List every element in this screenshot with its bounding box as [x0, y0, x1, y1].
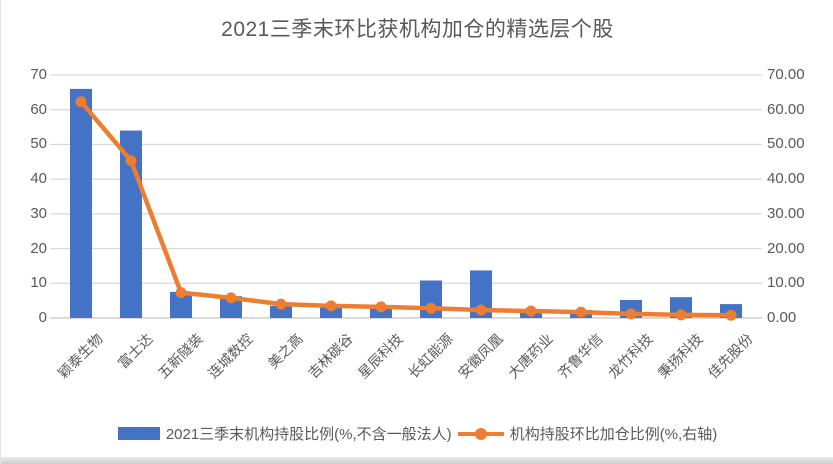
- bar-吉林碳谷: [320, 306, 342, 318]
- line-series-legend-label: 机构持股环比加仓比例(%,右轴): [509, 426, 718, 443]
- line-point-富士达: [125, 155, 137, 167]
- line-series: [79, 100, 732, 318]
- left-axis-tick: 20: [30, 239, 47, 257]
- legend: 2021三季末机构持股比例(%,不含一般法人) 机构持股环比加仓比例(%,右轴): [1, 423, 833, 444]
- line-point-星辰科技: [375, 301, 387, 313]
- left-axis-tick: 70: [30, 66, 47, 83]
- bar-连城数控: [220, 296, 242, 318]
- bar-安徽凤凰: [470, 270, 492, 318]
- line-point-美之高: [275, 298, 287, 310]
- line-point-五新隧装: [175, 287, 187, 299]
- line-swatch-marker-icon: [474, 427, 487, 440]
- right-axis-tick: 10.00: [767, 274, 805, 292]
- bar-颖泰生物: [70, 88, 92, 318]
- line-point-佳先股份: [725, 309, 737, 321]
- right-axis-tick: 60.00: [767, 100, 805, 118]
- line-point-龙竹科技: [625, 308, 637, 320]
- line-series-swatch-icon: [457, 427, 504, 441]
- line-point-大唐药业: [525, 305, 537, 317]
- window-bottom-shadow: [1, 457, 833, 464]
- line-point-秉扬科技: [675, 309, 687, 321]
- left-axis-tick: 10: [30, 274, 47, 292]
- right-axis-tick: 70.00: [767, 66, 805, 83]
- bar-五新隧装: [170, 291, 192, 318]
- line-point-吉林碳谷: [325, 300, 337, 312]
- bar-美之高: [270, 305, 292, 318]
- right-axis-tick: 20.00: [767, 239, 805, 257]
- left-axis-tick: 30: [30, 204, 47, 222]
- line-point-安徽凤凰: [475, 304, 487, 316]
- right-axis-tick: 40.00: [767, 170, 805, 188]
- line-point-齐鲁华信: [575, 306, 587, 318]
- line-point-长虹能源: [425, 302, 437, 314]
- bar-series-swatch-icon: [117, 427, 160, 440]
- left-axis-tick: 60: [30, 100, 47, 118]
- left-axis-tick: 50: [30, 135, 47, 153]
- left-axis-tick: 40: [30, 170, 47, 188]
- bar-series-legend-label: 2021三季末机构持股比例(%,不含一般法人): [165, 426, 452, 443]
- right-axis-tick: 50.00: [767, 135, 805, 153]
- right-axis-tick: 30.00: [767, 204, 805, 222]
- left-axis-tick: 0: [38, 309, 47, 326]
- right-axis-tick: 0.00: [767, 309, 797, 326]
- chart-title: 2021三季末环比获机构加仓的精选层个股: [221, 18, 614, 41]
- line-point-颖泰生物: [75, 96, 87, 108]
- line-point-连城数控: [225, 292, 237, 304]
